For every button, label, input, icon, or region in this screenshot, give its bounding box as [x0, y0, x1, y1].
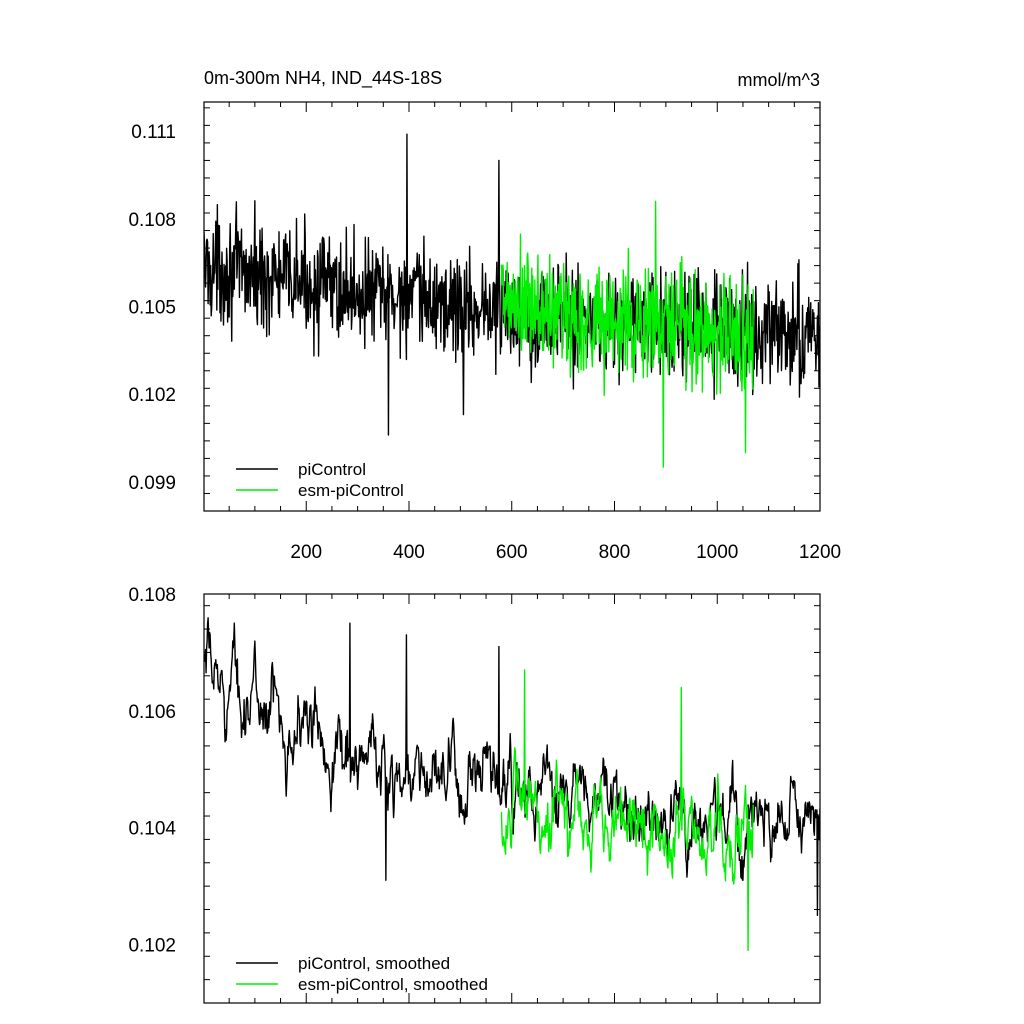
bottom-panel-axes: 0.102 0.104 0.106 0.108 [128, 585, 821, 1004]
top-panel-axes: 200 400 600 800 1000 1200 0.099 0.102 0.105 0.108… [128, 101, 841, 563]
y-tick-label: 0.105 [128, 298, 176, 319]
x-tick-label: 1200 [799, 542, 841, 563]
legend-label: piControl [298, 460, 366, 479]
y-tick-label: 0.104 [128, 819, 176, 840]
top-panel-units: mmol/m^3 [738, 70, 820, 90]
series-line-picontrol [204, 133, 820, 436]
top-panel: 0m-300m NH4, IND_44S-18S mmol/m^3 200 400… [128, 68, 841, 563]
y-tick-label: 0.102 [128, 936, 176, 957]
x-tick-label: 800 [599, 542, 631, 563]
series-line-esm-picontrol [500, 200, 754, 468]
top-panel-title: 0m-300m NH4, IND_44S-18S [204, 68, 442, 89]
series-line-esm-picontrol-smoothed [500, 669, 754, 952]
top-panel-series [204, 133, 820, 468]
bottom-panel-series [204, 617, 820, 952]
bottom-panel-legend: piControl, smoothed esm-piControl, smooth… [236, 954, 488, 994]
x-tick-label: 600 [496, 542, 528, 563]
bottom-panel: 0.102 0.104 0.106 0.108 piControl, smoothed… [128, 585, 821, 1004]
y-tick-label: 0.111 [131, 122, 176, 143]
y-tick-label: 0.106 [128, 702, 176, 723]
x-tick-label: 1000 [696, 542, 738, 563]
legend-label: piControl, smoothed [298, 954, 450, 973]
x-tick-label: 200 [290, 542, 322, 563]
x-tick-label: 400 [393, 542, 425, 563]
legend-label: esm-piControl [298, 481, 404, 500]
legend-label: esm-piControl, smoothed [298, 975, 488, 994]
y-tick-label: 0.099 [128, 473, 176, 494]
y-tick-label: 0.108 [128, 585, 176, 606]
y-tick-label: 0.108 [128, 210, 176, 231]
y-tick-label: 0.102 [128, 385, 176, 406]
top-panel-legend: piControl esm-piControl [236, 460, 404, 500]
series-line-picontrol-smoothed [204, 617, 820, 917]
